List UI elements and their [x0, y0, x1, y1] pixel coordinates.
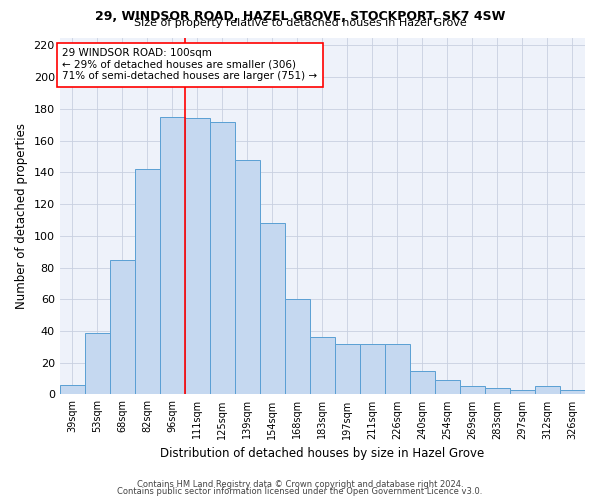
Bar	[135, 169, 160, 394]
Bar	[160, 117, 185, 394]
Bar	[510, 390, 535, 394]
Bar	[310, 338, 335, 394]
Text: Contains public sector information licensed under the Open Government Licence v3: Contains public sector information licen…	[118, 487, 482, 496]
Text: Size of property relative to detached houses in Hazel Grove: Size of property relative to detached ho…	[134, 18, 466, 28]
Bar	[285, 299, 310, 394]
Text: Contains HM Land Registry data © Crown copyright and database right 2024.: Contains HM Land Registry data © Crown c…	[137, 480, 463, 489]
Bar	[485, 388, 510, 394]
Bar	[85, 332, 110, 394]
Bar	[335, 344, 360, 394]
Bar	[210, 122, 235, 394]
Bar	[410, 370, 435, 394]
Bar	[235, 160, 260, 394]
Bar	[385, 344, 410, 394]
Bar	[560, 390, 585, 394]
Bar	[460, 386, 485, 394]
Bar	[360, 344, 385, 394]
X-axis label: Distribution of detached houses by size in Hazel Grove: Distribution of detached houses by size …	[160, 447, 484, 460]
Bar	[535, 386, 560, 394]
Bar	[435, 380, 460, 394]
Text: 29, WINDSOR ROAD, HAZEL GROVE, STOCKPORT, SK7 4SW: 29, WINDSOR ROAD, HAZEL GROVE, STOCKPORT…	[95, 10, 505, 23]
Bar	[59, 385, 85, 394]
Y-axis label: Number of detached properties: Number of detached properties	[15, 123, 28, 309]
Bar	[185, 118, 210, 394]
Text: 29 WINDSOR ROAD: 100sqm
← 29% of detached houses are smaller (306)
71% of semi-d: 29 WINDSOR ROAD: 100sqm ← 29% of detache…	[62, 48, 317, 82]
Bar	[260, 223, 285, 394]
Bar	[110, 260, 135, 394]
